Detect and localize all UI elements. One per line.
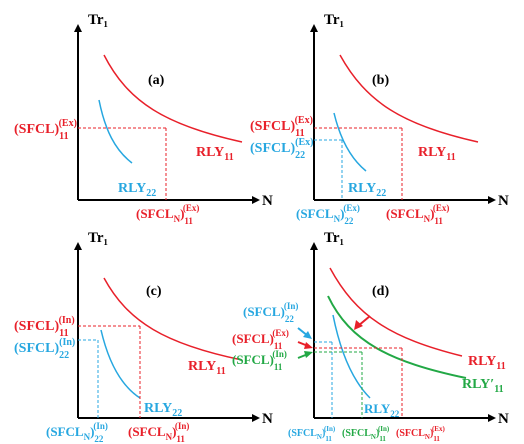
pointer-blue-head	[303, 331, 312, 339]
curve-rly11	[103, 54, 243, 143]
curve-label-rly11: RLY11	[196, 145, 234, 163]
panel-d: Tr₁ N (d) RLY11 RLY′11 RLY22 (SFCL)22(In…	[232, 230, 509, 443]
x-axis-label: N	[262, 193, 273, 209]
y-tick-sfcl11-ex: (SFCL)11(Ex)	[250, 115, 313, 139]
curve-rly11	[329, 267, 463, 357]
y-tick-sfcl11-ex: (SFCL)11(Ex)	[14, 118, 77, 142]
y-axis-label: Tr₁	[324, 12, 344, 28]
y-tick-sfcl11-in: (SFCL)11(In)	[232, 349, 287, 372]
y-tick-sfcl11-ex: (SFCL)11(Ex)	[232, 328, 289, 351]
pointer-green-head	[304, 351, 313, 358]
curve-rly22	[100, 329, 141, 399]
panel-label: (b)	[372, 73, 389, 88]
curve-label-rly22: RLY22	[348, 181, 386, 199]
shift-arrow-head	[354, 320, 363, 330]
curve-label-rly11: RLY11	[418, 145, 456, 163]
x-tick-sfcln11-ex-red: (SFCLN)11(Ex)	[396, 425, 445, 443]
curve-label-rly11-prime: RLY′11	[462, 377, 504, 395]
x-axis-label: N	[498, 193, 509, 209]
curve-label-rly11: RLY11	[188, 359, 226, 377]
x-tick-sfcln11-in: (SFCLN)11(In)	[128, 421, 189, 444]
y-axis-label: Tr₁	[324, 230, 344, 246]
x-tick-sfcln11-in-blue: (SFCLN)11(In)	[288, 425, 336, 443]
y-tick-sfcl22-in: (SFCL)22(In)	[243, 301, 298, 324]
curve-rly22	[332, 314, 371, 399]
y-tick-sfcl22-in: (SFCL)22(In)	[14, 337, 75, 361]
y-axis-label: Tr₁	[88, 12, 108, 28]
curve-label-rly22: RLY22	[364, 401, 400, 419]
panel-label: (a)	[148, 73, 165, 88]
panel-a: Tr₁ N (a) RLY11 RLY22 (SFCL)11(Ex) (SFCL…	[14, 12, 273, 226]
x-tick-sfcln11-ex: (SFCLN)11(Ex)	[136, 203, 199, 226]
panel-c: Tr₁ N (c) RLY11 RLY22 (SFCL)11(In) (SFCL…	[14, 230, 273, 444]
curve-rly22	[333, 112, 367, 172]
y-tick-sfcl22-ex: (SFCL)22(Ex)	[250, 137, 313, 161]
curve-label-rly22: RLY22	[118, 181, 156, 199]
y-tick-sfcl11-in: (SFCL)11(In)	[14, 315, 75, 339]
x-axis-label: N	[498, 411, 509, 427]
curve-label-rly11: RLY11	[468, 354, 506, 372]
x-tick-sfcln11-ex: (SFCLN)11(Ex)	[386, 203, 449, 226]
curve-rly11	[103, 277, 243, 361]
panel-b: Tr₁ N (b) RLY11 RLY22 (SFCL)11(Ex) (SFCL…	[250, 12, 509, 226]
x-axis-label: N	[262, 411, 273, 427]
y-axis-label: Tr₁	[88, 230, 108, 246]
x-tick-sfcln22-ex: (SFCLN)22(Ex)	[296, 203, 360, 226]
x-tick-sfcln11-in-green: (SFCLN)11(In)	[342, 425, 390, 443]
curve-rly11	[339, 54, 479, 143]
curve-rly22	[98, 99, 133, 164]
panel-label: (d)	[372, 284, 389, 299]
curve-label-rly22: RLY22	[144, 401, 182, 419]
pointer-red-head	[304, 342, 313, 349]
x-tick-sfcln22-in: (SFCLN)22(In)	[46, 421, 108, 444]
panel-label: (c)	[146, 284, 162, 299]
